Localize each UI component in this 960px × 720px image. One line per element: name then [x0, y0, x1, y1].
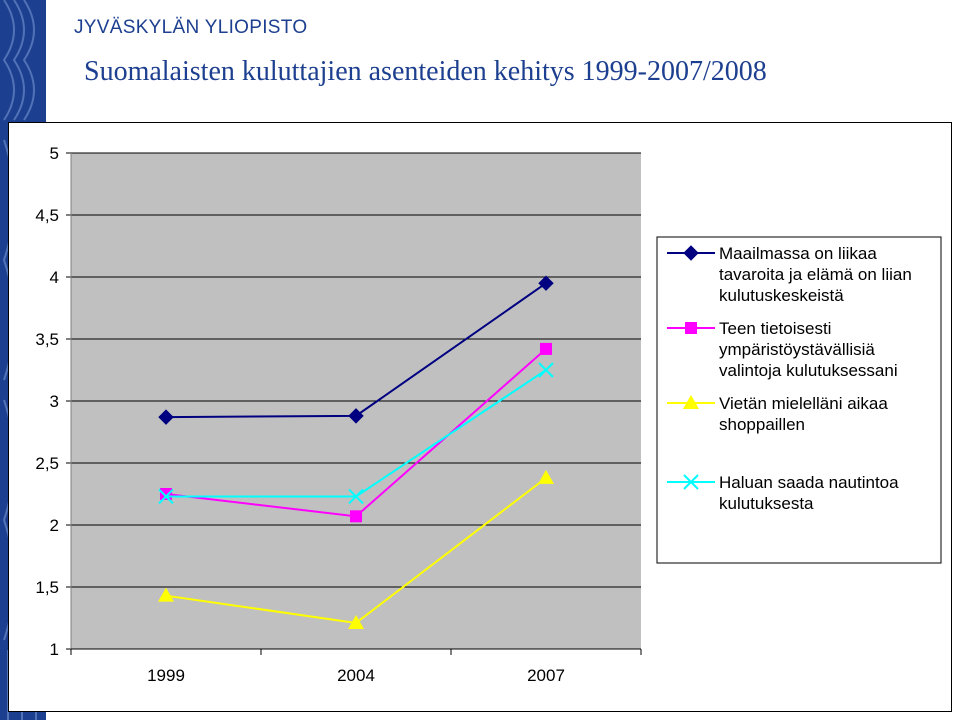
legend-label: Haluan saada nautintoa [719, 473, 899, 492]
legend-label: tavaroita ja elämä on liian [719, 265, 912, 284]
data-point [538, 275, 554, 291]
y-tick-label: 4 [50, 268, 59, 287]
data-point [348, 614, 364, 629]
legend-label: kulutuskeskeistä [719, 286, 844, 305]
y-tick-label: 3,5 [35, 330, 59, 349]
legend-label: ympäristöystävällisiä [719, 340, 875, 359]
y-tick-label: 2 [50, 516, 59, 535]
data-point [348, 488, 364, 505]
y-tick-label: 5 [50, 144, 59, 163]
series-1 [158, 275, 554, 425]
data-point [158, 587, 174, 602]
legend-label: valintoja kulutuksessani [719, 361, 898, 380]
legend [656, 236, 942, 564]
y-tick-label: 1 [50, 640, 59, 659]
data-point [540, 342, 552, 355]
data-point [158, 409, 174, 425]
legend-entry: Maailmassa on liikaa tavaroita ja elämä o… [667, 244, 912, 305]
x-tick-label: 1999 [147, 666, 185, 685]
legend-entry: Vietän mielelläni aikaa shoppaillen [667, 394, 888, 434]
legend-marker [683, 474, 699, 490]
legend-label: shoppaillen [719, 415, 805, 434]
series-4 [158, 362, 554, 505]
legend-marker [683, 245, 699, 261]
y-tick-label: 1,5 [35, 578, 59, 597]
series-3 [158, 469, 554, 629]
legend-entry: Teen tietoisesti ympäristöystävällisiä val… [667, 319, 898, 380]
legend-marker [683, 395, 699, 409]
x-tick-label: 2007 [527, 666, 565, 685]
data-point [348, 408, 364, 424]
legend-marker [685, 322, 697, 334]
y-tick-label: 4,5 [35, 206, 59, 225]
data-point [350, 510, 362, 523]
organization-name: JYVÄSKYLÄN YLIOPISTO [74, 17, 308, 38]
data-point [538, 362, 554, 378]
line-chart: 1 1,5 2 2,5 3 3,5 4 4,5 5 1999 2004 2007 Maailmassa … [35, 144, 942, 685]
legend-label: Vietän mielelläni aikaa [719, 394, 888, 413]
y-tick-label: 3 [50, 392, 59, 411]
y-tick-label: 2,5 [35, 454, 59, 473]
legend-label: kulutuksesta [719, 494, 814, 513]
slide-title: Suomalaisten kuluttajien asenteiden kehi… [84, 56, 767, 87]
data-point [158, 488, 174, 505]
data-point [160, 488, 172, 500]
legend-label: Teen tietoisesti [719, 319, 831, 338]
legend-entry: Haluan saada nautintoa kulutuksesta [667, 473, 899, 513]
legend-label: Maailmassa on liikaa [719, 244, 877, 263]
data-point [538, 469, 554, 484]
chart-frame: 1 1,5 2 2,5 3 3,5 4 4,5 5 1999 2004 2007 Maailmassa … [8, 122, 952, 712]
x-tick-label: 2004 [337, 666, 375, 685]
